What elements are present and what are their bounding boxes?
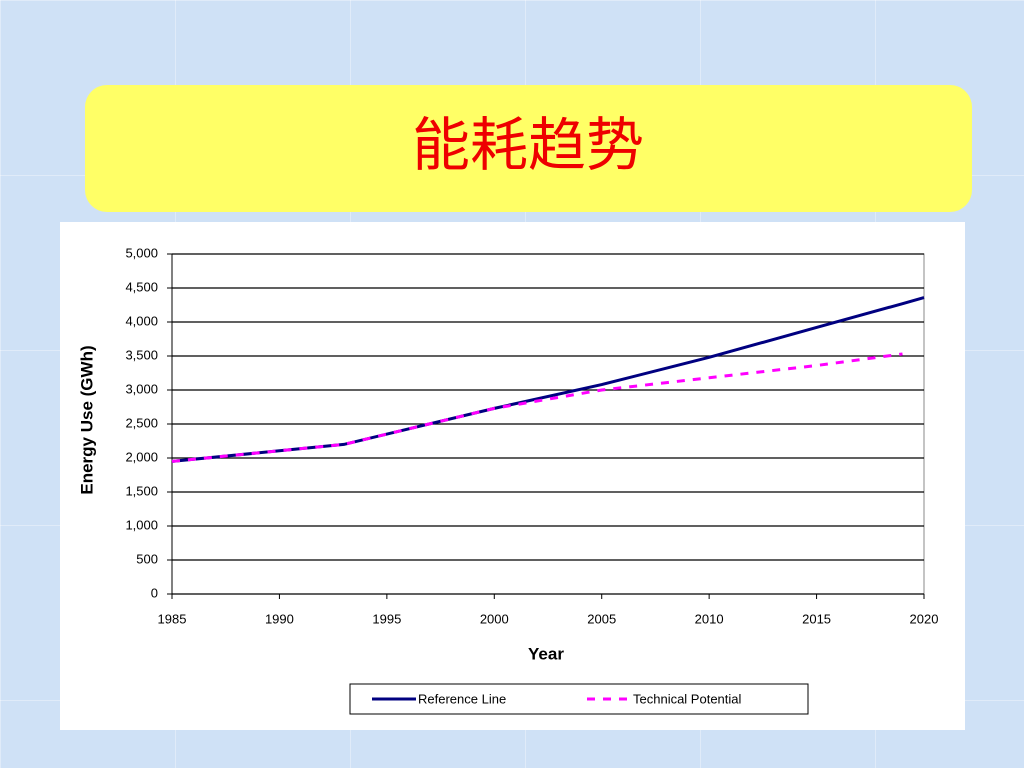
- x-tick-label: 1995: [372, 611, 401, 626]
- y-tick-label: 1,500: [125, 483, 158, 498]
- y-tick-label: 4,500: [125, 279, 158, 294]
- y-tick-label: 3,500: [125, 347, 158, 362]
- y-tick-label: 4,000: [125, 313, 158, 328]
- legend: [349, 683, 809, 715]
- chart-title: 能耗趋势: [412, 111, 644, 179]
- x-tick-label: 1990: [265, 611, 294, 626]
- y-tick-label: 1,000: [125, 517, 158, 532]
- x-tick-label: 2005: [587, 611, 616, 626]
- x-tick-label: 2010: [695, 611, 724, 626]
- y-tick-label: 0: [151, 585, 158, 600]
- legend-label: Technical Potential: [633, 691, 742, 706]
- y-tick-label: 3,000: [125, 381, 158, 396]
- y-tick-label: 2,000: [125, 449, 158, 464]
- y-tick-label: 500: [136, 551, 158, 566]
- title-box: [85, 85, 972, 212]
- x-axis-label: Year: [528, 644, 564, 663]
- y-axis-label: Energy Use (GWh): [77, 345, 96, 494]
- legend-label: Reference Line: [418, 691, 506, 706]
- y-tick-label: 2,500: [125, 415, 158, 430]
- x-tick-label: 1985: [158, 611, 187, 626]
- x-tick-label: 2020: [910, 611, 939, 626]
- x-tick-label: 2000: [480, 611, 509, 626]
- x-tick-label: 2015: [802, 611, 831, 626]
- series-line: [171, 352, 903, 463]
- y-tick-label: 5,000: [125, 245, 158, 260]
